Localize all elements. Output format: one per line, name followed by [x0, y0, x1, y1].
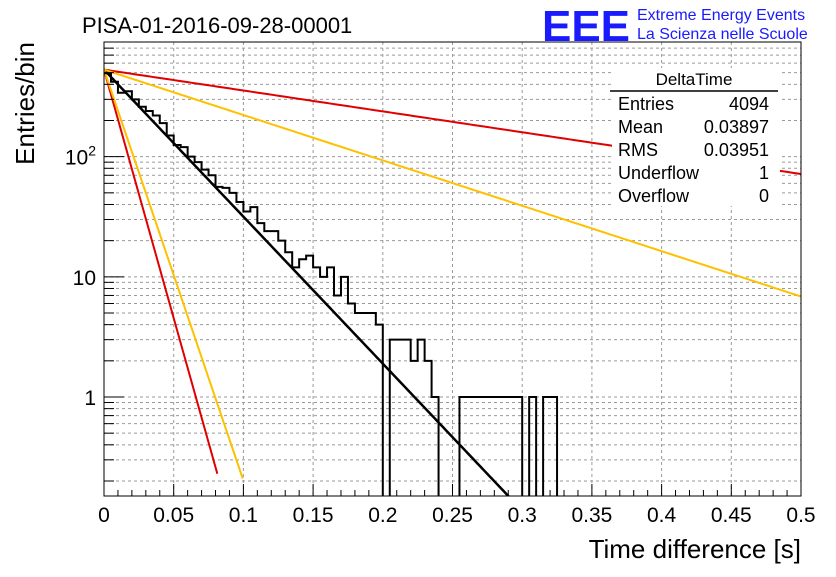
fit-curve: [104, 68, 801, 298]
x-axis: 0 0.05 0.1 0.15 0.2 0.25 0.3 0.35 0.4 0.45 0.5: [98, 484, 816, 527]
histogram-bars: [104, 72, 559, 496]
stats-row-value: 4094: [729, 94, 769, 114]
y-tick-label: 1: [84, 387, 96, 410]
fit-curve: [104, 68, 511, 496]
fit-curve: [104, 69, 219, 474]
logo-mark: EEE: [542, 2, 630, 51]
fit-curve: [104, 69, 244, 479]
x-tick-label: 0.05: [153, 504, 194, 527]
histogram-series: [104, 72, 559, 496]
x-tick-label: 0.3: [508, 504, 537, 527]
stats-row-value: 1: [759, 163, 769, 183]
chart-title: PISA-01-2016-09-28-00001: [82, 13, 352, 38]
y-tick-label: 102: [65, 143, 96, 170]
x-tick-label: 0.2: [368, 504, 397, 527]
stats-row-label: Underflow: [618, 163, 700, 183]
x-axis-label: Time difference [s]: [589, 534, 801, 564]
x-tick-label: 0.35: [571, 504, 612, 527]
x-tick-label: 0.1: [229, 504, 258, 527]
grid-lines: [103, 41, 802, 496]
x-tick-label: 0.45: [711, 504, 752, 527]
stats-row-value: 0.03897: [704, 117, 769, 137]
stats-row-label: Entries: [618, 94, 674, 114]
y-axis-label: Entries/bin: [10, 42, 40, 165]
x-tick-label: 0.25: [432, 504, 473, 527]
y-axis: 1 10 102: [65, 41, 124, 482]
logo: EEE Extreme Energy Events La Scienza nel…: [542, 2, 808, 51]
logo-line-2: La Scienza nelle Scuole: [637, 26, 808, 43]
stats-title: DeltaTime: [656, 70, 733, 89]
x-tick-label: 0.15: [293, 504, 334, 527]
stats-row-label: Overflow: [618, 186, 690, 206]
x-tick-label: 0.4: [647, 504, 677, 527]
y-tick-label: 10: [73, 267, 96, 290]
stats-box: DeltaTime Entries 4094 Mean 0.03897 RMS 0.039…: [610, 68, 780, 206]
stats-row-value: 0.03951: [704, 140, 769, 160]
x-tick-label: 0.5: [786, 504, 815, 527]
stats-rows: Entries 4094 Mean 0.03897 RMS 0.03951Underflo…: [618, 94, 769, 206]
x-tick-label: 0: [98, 504, 110, 527]
stats-row-label: RMS: [618, 140, 658, 160]
stats-row-label: Mean: [618, 117, 663, 137]
stats-row-value: 0: [759, 186, 769, 206]
logo-line-1: Extreme Energy Events: [637, 7, 805, 24]
